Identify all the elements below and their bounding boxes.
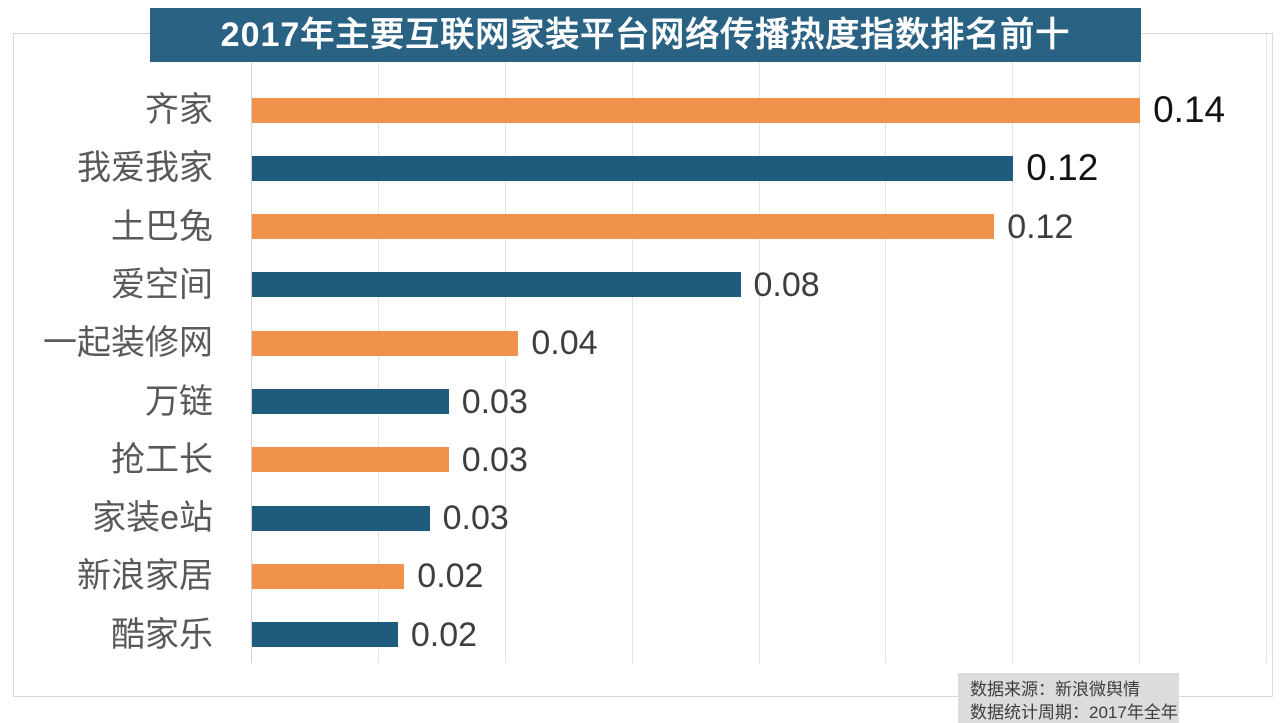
value-label: 0.03 — [461, 382, 528, 421]
gridline — [631, 34, 633, 663]
bar-blue — [252, 505, 430, 531]
category-label: 酷家乐 — [111, 615, 213, 654]
category-label: 万链 — [145, 382, 213, 421]
bar-row: 家装e站 0.03 — [0, 489, 1282, 547]
category-label: 抢工长 — [111, 440, 213, 479]
bar-row: 一起装修网 0.04 — [0, 314, 1282, 372]
source-note: 数据来源：新浪微舆情 数据统计周期：2017年全年 — [958, 673, 1179, 723]
value-label: 0.14 — [1153, 89, 1226, 130]
bar-row: 爱空间 0.08 — [0, 256, 1282, 314]
bar-row: 我爱我家 0.12 — [0, 139, 1282, 197]
bar-row: 酷家乐 0.02 — [0, 606, 1282, 664]
value-label: 0.12 — [1026, 147, 1099, 189]
value-label: 0.03 — [461, 440, 528, 479]
bar-row: 土巴兔 0.12 — [0, 198, 1282, 256]
value-label: 0.02 — [410, 615, 478, 654]
chart-title: 2017年主要互联网家装平台网络传播热度指数排名前十 — [150, 8, 1141, 62]
value-label: 0.08 — [753, 265, 820, 304]
bar-orange — [252, 330, 519, 356]
source-line-1: 数据来源：新浪微舆情 — [970, 680, 1140, 699]
value-label: 0.04 — [531, 324, 598, 363]
gridline — [1139, 34, 1141, 663]
bar-blue — [252, 155, 1014, 181]
bar-blue — [252, 272, 741, 298]
category-label: 土巴兔 — [111, 207, 213, 246]
gridline — [1012, 34, 1014, 663]
category-label: 爱空间 — [111, 265, 213, 304]
bar-row: 新浪家居 0.02 — [0, 547, 1282, 605]
category-label: 一起装修网 — [43, 324, 213, 363]
value-label: 0.12 — [1007, 207, 1074, 246]
category-label: 家装e站 — [92, 499, 213, 538]
category-label: 齐家 — [145, 91, 213, 129]
category-label: 新浪家居 — [77, 557, 213, 596]
bar-blue — [252, 622, 398, 648]
gridline — [758, 34, 760, 663]
bar-row: 万链 0.03 — [0, 373, 1282, 431]
value-label: 0.02 — [417, 557, 484, 596]
bar-row: 齐家 0.14 — [0, 81, 1282, 139]
bar-orange — [252, 97, 1141, 123]
category-label: 我爱我家 — [77, 149, 213, 188]
gridline — [885, 34, 887, 663]
bar-row: 抢工长 0.03 — [0, 431, 1282, 489]
bar-blue — [252, 389, 449, 414]
bar-orange — [252, 563, 405, 589]
bar-orange — [252, 214, 995, 240]
source-line-2: 数据统计周期：2017年全年 — [970, 703, 1178, 722]
y-axis-line — [251, 34, 252, 663]
bar-orange — [252, 447, 449, 473]
value-label: 0.03 — [442, 499, 509, 538]
gridline — [1266, 34, 1267, 663]
